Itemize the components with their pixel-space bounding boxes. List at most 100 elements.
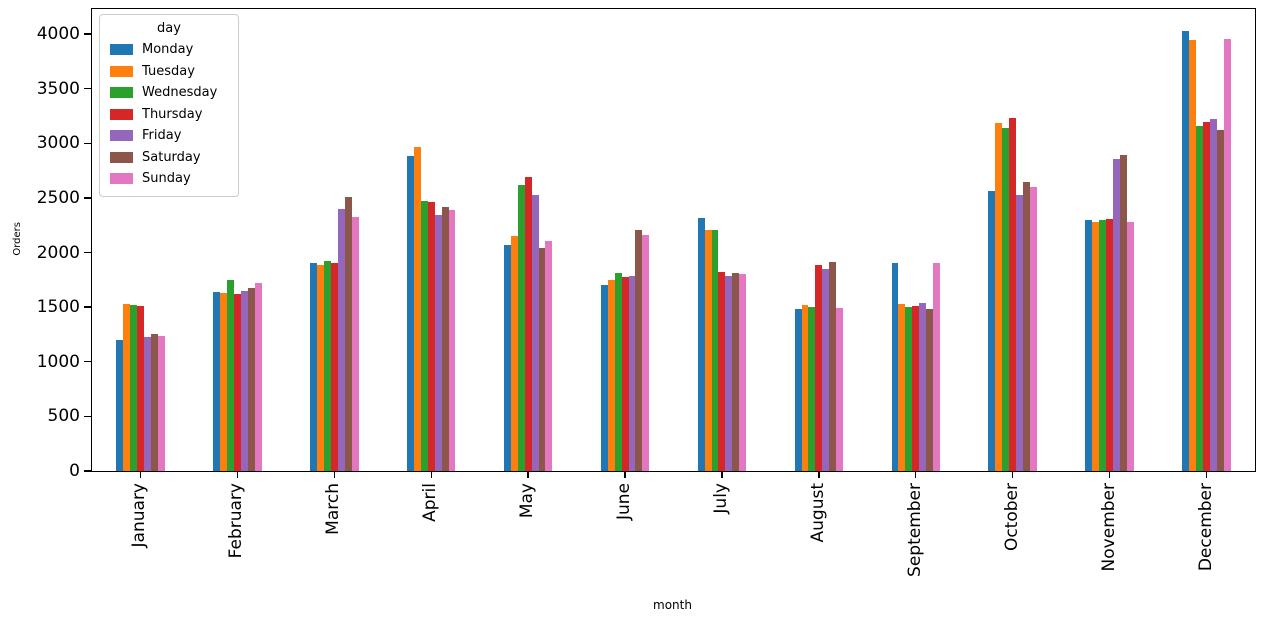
x-tick-mark (915, 471, 917, 478)
bar-monday-april (406, 156, 414, 471)
y-tick-label: 1500 (36, 297, 80, 318)
legend-swatch-monday (110, 44, 133, 56)
legend-item-tuesday: Tuesday (100, 61, 238, 83)
y-tick-label: 3500 (36, 78, 80, 99)
x-tick-mark (1012, 471, 1014, 478)
x-tick-mark (1108, 471, 1111, 478)
bar-saturday-october (1023, 181, 1030, 471)
bar-friday-january (143, 336, 151, 471)
x-tick-label-july: July (710, 483, 731, 514)
bar-saturday-august (829, 262, 837, 471)
legend-swatch-saturday (110, 151, 133, 163)
bar-thursday-april (427, 202, 435, 471)
bar-tuesday-march (316, 264, 324, 471)
bar-saturday-december (1216, 130, 1224, 471)
bar-saturday-november (1120, 155, 1127, 471)
y-tick-label: 0 (69, 461, 80, 481)
bar-wednesday-may (517, 184, 525, 471)
x-tick-mark (527, 471, 529, 478)
bar-monday-june (600, 285, 608, 471)
x-tick-mark (333, 471, 335, 478)
bar-thursday-february (233, 294, 241, 471)
y-axis-label: Orders (12, 222, 23, 256)
legend-label: Thursday (142, 106, 203, 122)
bar-sunday-november (1126, 221, 1134, 471)
y-tick-mark (84, 470, 91, 472)
bar-saturday-april (441, 206, 449, 471)
legend-title: day (157, 21, 181, 36)
bar-friday-march (337, 208, 345, 471)
plot-area: 0 500 1000 1500 2000 2500 3000 3500 4000 January F… (37, 8, 1256, 577)
bar-monday-november (1085, 219, 1093, 471)
bar-monday-january (116, 339, 124, 471)
legend-item-friday: Friday (100, 125, 238, 147)
x-tick-mark (721, 471, 723, 478)
bar-friday-february (240, 290, 248, 471)
bar-thursday-september (912, 306, 920, 471)
x-tick-label-november: November (1098, 483, 1119, 572)
bar-thursday-march (330, 263, 338, 471)
y-tick-label: 2500 (36, 187, 80, 208)
legend-swatch-friday (110, 130, 133, 142)
bar-monday-august (794, 309, 802, 471)
bar-saturday-march (344, 196, 352, 471)
x-tick-label-december: December (1195, 483, 1216, 572)
bar-tuesday-january (123, 303, 131, 471)
legend-label: Sunday (142, 171, 191, 187)
legend-swatch-wednesday (110, 87, 133, 99)
bar-tuesday-june (607, 279, 615, 471)
bar-saturday-february (247, 287, 255, 471)
legend-swatch-tuesday (110, 65, 133, 77)
y-tick-mark (84, 251, 91, 254)
bar-tuesday-december (1189, 39, 1197, 471)
bar-friday-november (1113, 158, 1120, 471)
x-tick-mark (818, 471, 820, 478)
bar-monday-september (891, 263, 899, 471)
bar-friday-september (919, 302, 927, 471)
bar-tuesday-september (898, 303, 906, 471)
legend-item-thursday: Thursday (100, 104, 238, 126)
bar-thursday-june (621, 276, 629, 471)
bar-sunday-july (739, 274, 747, 471)
legend-label: Tuesday (142, 63, 195, 79)
legend-items: Monday Tuesday Wednesday Thursday Friday Satu… (100, 39, 238, 190)
bar-sunday-june (642, 235, 650, 471)
bar-sunday-april (448, 209, 456, 471)
x-tick-label-october: October (1001, 483, 1022, 552)
x-tick-mark (624, 471, 626, 478)
y-tick-mark (84, 33, 91, 35)
x-axis-label: month (653, 598, 692, 612)
bar-tuesday-july (704, 229, 712, 471)
legend-item-sunday: Sunday (100, 168, 238, 190)
legend-item-monday: Monday (100, 39, 238, 61)
bar-sunday-march (351, 216, 359, 471)
y-tick-mark (84, 88, 91, 90)
bar-friday-may (531, 194, 539, 471)
bar-thursday-august (815, 264, 823, 471)
y-tick-label: 1000 (36, 351, 80, 372)
bar-sunday-december (1223, 38, 1231, 471)
legend-swatch-thursday (110, 108, 133, 120)
bar-wednesday-march (323, 261, 331, 471)
bar-sunday-september (933, 263, 941, 471)
x-tick-mark (430, 471, 432, 478)
bar-thursday-may (524, 177, 532, 471)
y-tick-label: 4000 (36, 24, 80, 45)
y-tick-label: 3000 (36, 133, 80, 154)
bar-wednesday-october (1002, 128, 1010, 471)
x-tick-mark (139, 471, 142, 478)
bar-thursday-july (718, 272, 726, 471)
bar-friday-july (725, 275, 733, 471)
bar-thursday-january (136, 306, 144, 471)
bar-friday-december (1210, 119, 1217, 471)
bar-wednesday-december (1196, 125, 1204, 471)
bar-thursday-november (1106, 218, 1114, 471)
bar-wednesday-june (614, 273, 622, 471)
bar-wednesday-july (711, 229, 719, 471)
bar-saturday-september (926, 309, 934, 471)
bar-sunday-october (1030, 187, 1037, 471)
bar-tuesday-april (413, 146, 421, 471)
bar-sunday-february (254, 283, 262, 471)
legend-item-saturday: Saturday (100, 147, 238, 169)
bar-sunday-may (545, 240, 553, 471)
